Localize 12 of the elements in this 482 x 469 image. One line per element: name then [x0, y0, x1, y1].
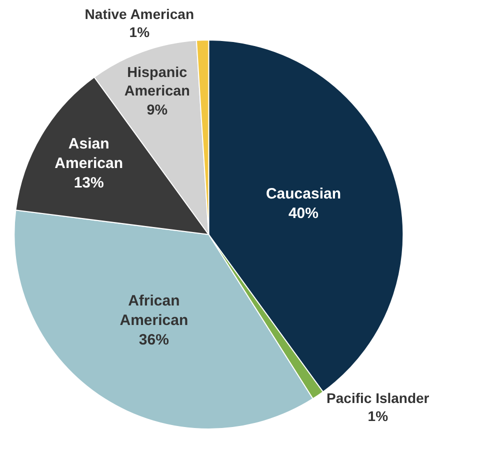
data-label: 13% — [74, 174, 104, 192]
slice-label: African American — [120, 292, 188, 330]
data-label: 40% — [288, 204, 318, 222]
data-label: 1% — [129, 24, 150, 40]
data-label: 9% — [146, 102, 168, 118]
data-label: 1% — [368, 408, 389, 424]
slice-label: Caucasian — [266, 185, 341, 202]
slice-label: Asian American — [54, 136, 124, 172]
slice-label: Hispanic American — [124, 65, 190, 100]
data-label: 36% — [138, 332, 169, 349]
slice-label: Pacific Islander — [326, 390, 430, 406]
slice-label: Native American — [84, 6, 194, 22]
